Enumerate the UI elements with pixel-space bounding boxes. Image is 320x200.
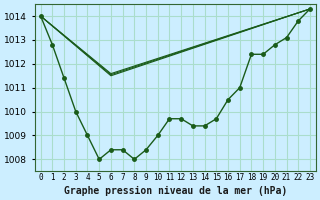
X-axis label: Graphe pression niveau de la mer (hPa): Graphe pression niveau de la mer (hPa): [64, 186, 287, 196]
